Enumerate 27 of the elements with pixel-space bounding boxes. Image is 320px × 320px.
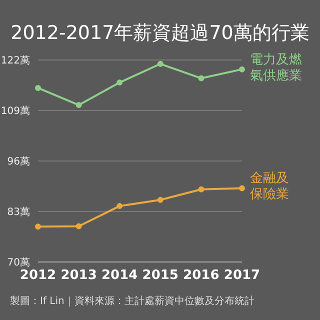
point [116, 203, 123, 210]
point [76, 223, 82, 230]
y-tick-label: 109萬 [0, 105, 30, 118]
chart-title: 2012-2017年薪資超過70萬的行業 [10, 21, 310, 46]
x-tick-label: 2014 [102, 268, 138, 284]
x-tick-label: 2012 [20, 268, 56, 284]
point [35, 84, 41, 91]
point [198, 186, 204, 192]
x-tick-label: 2017 [224, 268, 260, 284]
point [157, 60, 164, 67]
series-label: 電力及燃氣供應業 [250, 52, 302, 84]
x-tick-label: 2015 [142, 268, 178, 284]
point [116, 80, 123, 86]
y-tick-label: 122萬 [0, 54, 30, 67]
point [239, 185, 245, 192]
series-label: 金融及保險業 [250, 171, 289, 202]
y-tick-label: 96萬 [7, 156, 30, 168]
y-tick-label: 83萬 [7, 206, 30, 218]
x-tick-label: 2016 [183, 268, 220, 284]
x-tick-label: 2013 [60, 268, 97, 284]
point [35, 224, 41, 230]
point [76, 102, 82, 108]
point [157, 196, 164, 203]
point [239, 66, 245, 72]
text: 製圖：If Lin｜資料來源：主計處薪資中位數及分布統計 [10, 294, 254, 308]
point [198, 75, 204, 82]
y-tick-label: 70萬 [7, 256, 30, 269]
